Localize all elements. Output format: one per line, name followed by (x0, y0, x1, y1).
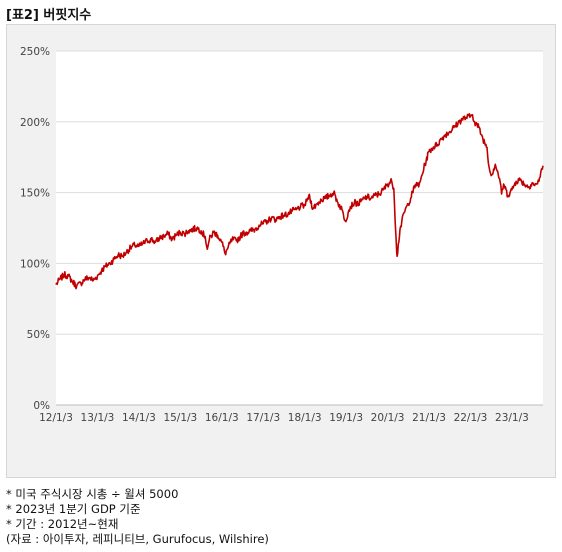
plot-area (56, 51, 543, 405)
y-tick-label: 150% (20, 188, 50, 200)
x-tick-label: 18/1/3 (288, 412, 322, 424)
y-tick-label: 0% (33, 400, 50, 412)
x-tick-label: 20/1/3 (371, 412, 405, 424)
x-tick-label: 15/1/3 (163, 412, 197, 424)
x-tick-label: 22/1/3 (454, 412, 488, 424)
x-tick-label: 12/1/3 (39, 412, 73, 424)
y-tick-label: 200% (20, 117, 50, 129)
x-tick-label: 13/1/3 (81, 412, 115, 424)
x-tick-label: 21/1/3 (412, 412, 446, 424)
x-tick-label: 14/1/3 (122, 412, 156, 424)
chart-panel: 0% 50% 100% 150% 200% 250% 12/1/3 13/1/3 14/1/3… (6, 24, 556, 478)
y-tick-label: 100% (20, 258, 50, 270)
series-line (55, 113, 544, 290)
x-tick-label: 17/1/3 (246, 412, 280, 424)
y-tick-label: 50% (27, 329, 50, 341)
x-axis-ticks: 12/1/3 13/1/3 14/1/3 15/1/3 16/1/3 17/1/3 18/1… (39, 412, 529, 424)
y-tick-label: 250% (20, 46, 50, 58)
footnote-gdp: * 2023년 1분기 GDP 기준 (6, 502, 141, 516)
footnotes: * 미국 주식시장 시총 ÷ 윌셔 5000 * 2023년 1분기 GDP 기… (6, 487, 269, 547)
chart-title: [표2] 버핏지수 (6, 8, 92, 23)
x-tick-label: 16/1/3 (205, 412, 239, 424)
x-tick-label: 19/1/3 (329, 412, 363, 424)
buffett-indicator-chart: 0% 50% 100% 150% 200% 250% 12/1/3 13/1/3 14/1/3… (20, 46, 544, 424)
gridlines (56, 50, 543, 406)
footnote-market-cap: * 미국 주식시장 시총 ÷ 윌셔 5000 (6, 487, 179, 501)
x-tick-label: 23/1/3 (495, 412, 529, 424)
footnote-source: (자료 : 아이투자, 레피니티브, Gurufocus, Wilshire) (6, 532, 269, 546)
y-axis-ticks: 0% 50% 100% 150% 200% 250% (20, 46, 50, 412)
footnote-period: * 기간 : 2012년~현재 (6, 517, 119, 531)
